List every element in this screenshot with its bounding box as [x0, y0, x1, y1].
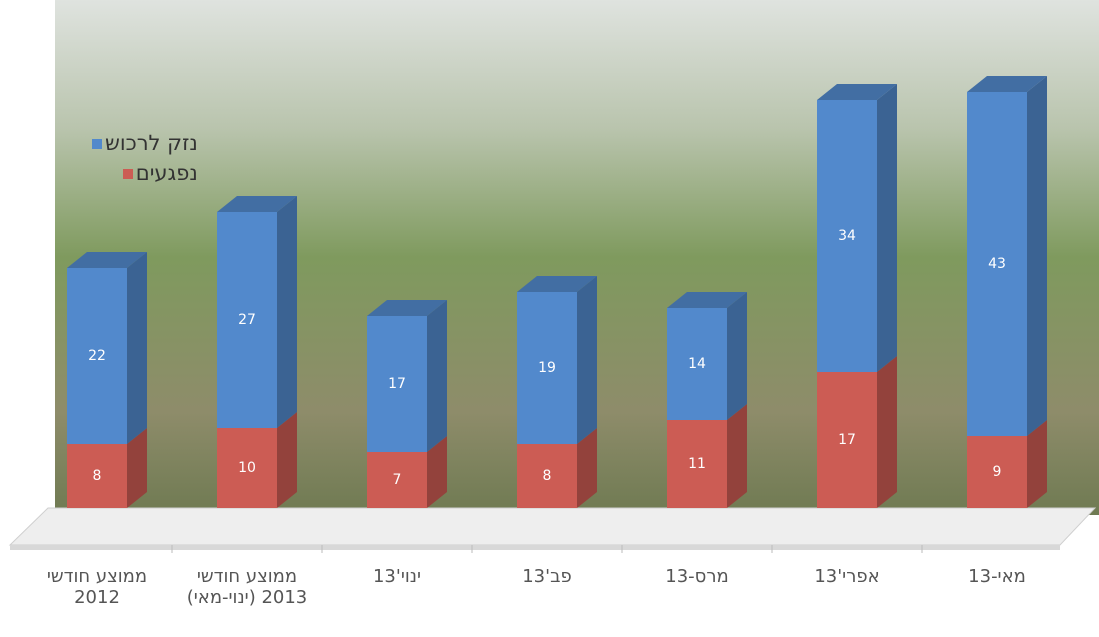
bar	[217, 428, 277, 508]
bar-side	[127, 428, 147, 508]
bar-side	[277, 196, 297, 428]
value-label: 8	[543, 468, 552, 484]
value-label: 11	[688, 456, 706, 472]
bar	[817, 100, 877, 372]
bar	[67, 444, 127, 508]
bar-side	[877, 84, 897, 372]
bar-side	[427, 300, 447, 452]
legend-label: נזק לרכוש	[105, 131, 198, 155]
bar	[367, 452, 427, 508]
bar-side	[277, 412, 297, 508]
x-tick-label: מאי-13	[968, 566, 1026, 587]
bar-side	[1027, 420, 1047, 508]
x-tick-label: פב'13	[522, 566, 572, 587]
legend: נזק לרכוש נפגעים	[92, 128, 198, 188]
bar	[217, 212, 277, 428]
bar	[367, 316, 427, 452]
x-tick-label: אפרי'13	[814, 566, 880, 587]
value-label: 7	[393, 472, 402, 488]
bar-top	[667, 292, 747, 308]
legend-swatch	[92, 139, 102, 149]
bar-side	[727, 292, 747, 420]
bar-side	[577, 276, 597, 444]
floor-edge	[10, 545, 1060, 550]
bar	[967, 436, 1027, 508]
legend-entry: נפגעים	[92, 158, 198, 188]
bar-side	[727, 404, 747, 508]
value-label: 9	[993, 464, 1002, 480]
bar	[67, 268, 127, 444]
value-label: 43	[988, 256, 1006, 272]
bar-side	[127, 252, 147, 444]
bar-top	[817, 84, 897, 100]
value-label: 34	[838, 228, 856, 244]
legend-entry: נזק לרכוש	[92, 128, 198, 158]
value-label: 17	[388, 376, 406, 392]
bar	[517, 292, 577, 444]
bar-side	[427, 436, 447, 508]
value-label: 17	[838, 432, 856, 448]
bar	[667, 308, 727, 420]
x-tick-label: ממוצע חודשי 2012	[46, 566, 148, 608]
value-label: 27	[238, 312, 256, 328]
floor	[8, 507, 1097, 546]
bar-side	[877, 356, 897, 508]
value-label: 22	[88, 348, 106, 364]
value-label: 19	[538, 360, 556, 376]
bar	[667, 420, 727, 508]
value-label: 14	[688, 356, 706, 372]
x-tick-label: ינוי'13	[372, 566, 422, 587]
bar-side	[577, 428, 597, 508]
bar-top	[517, 276, 597, 292]
x-tick-label: מרס-13	[665, 566, 729, 587]
bar	[817, 372, 877, 508]
bar-top	[367, 300, 447, 316]
bar	[517, 444, 577, 508]
bar-side	[1027, 76, 1047, 436]
x-tick-label: ממוצע חודשי 2013 (ינוי-מאי)	[186, 566, 308, 608]
bar-top	[967, 76, 1047, 92]
value-label: 8	[93, 468, 102, 484]
value-label: 10	[238, 460, 256, 476]
legend-label: נפגעים	[135, 161, 198, 185]
bar-top	[217, 196, 297, 212]
bar	[967, 92, 1027, 436]
bar-top	[67, 252, 147, 268]
legend-swatch	[122, 169, 133, 179]
